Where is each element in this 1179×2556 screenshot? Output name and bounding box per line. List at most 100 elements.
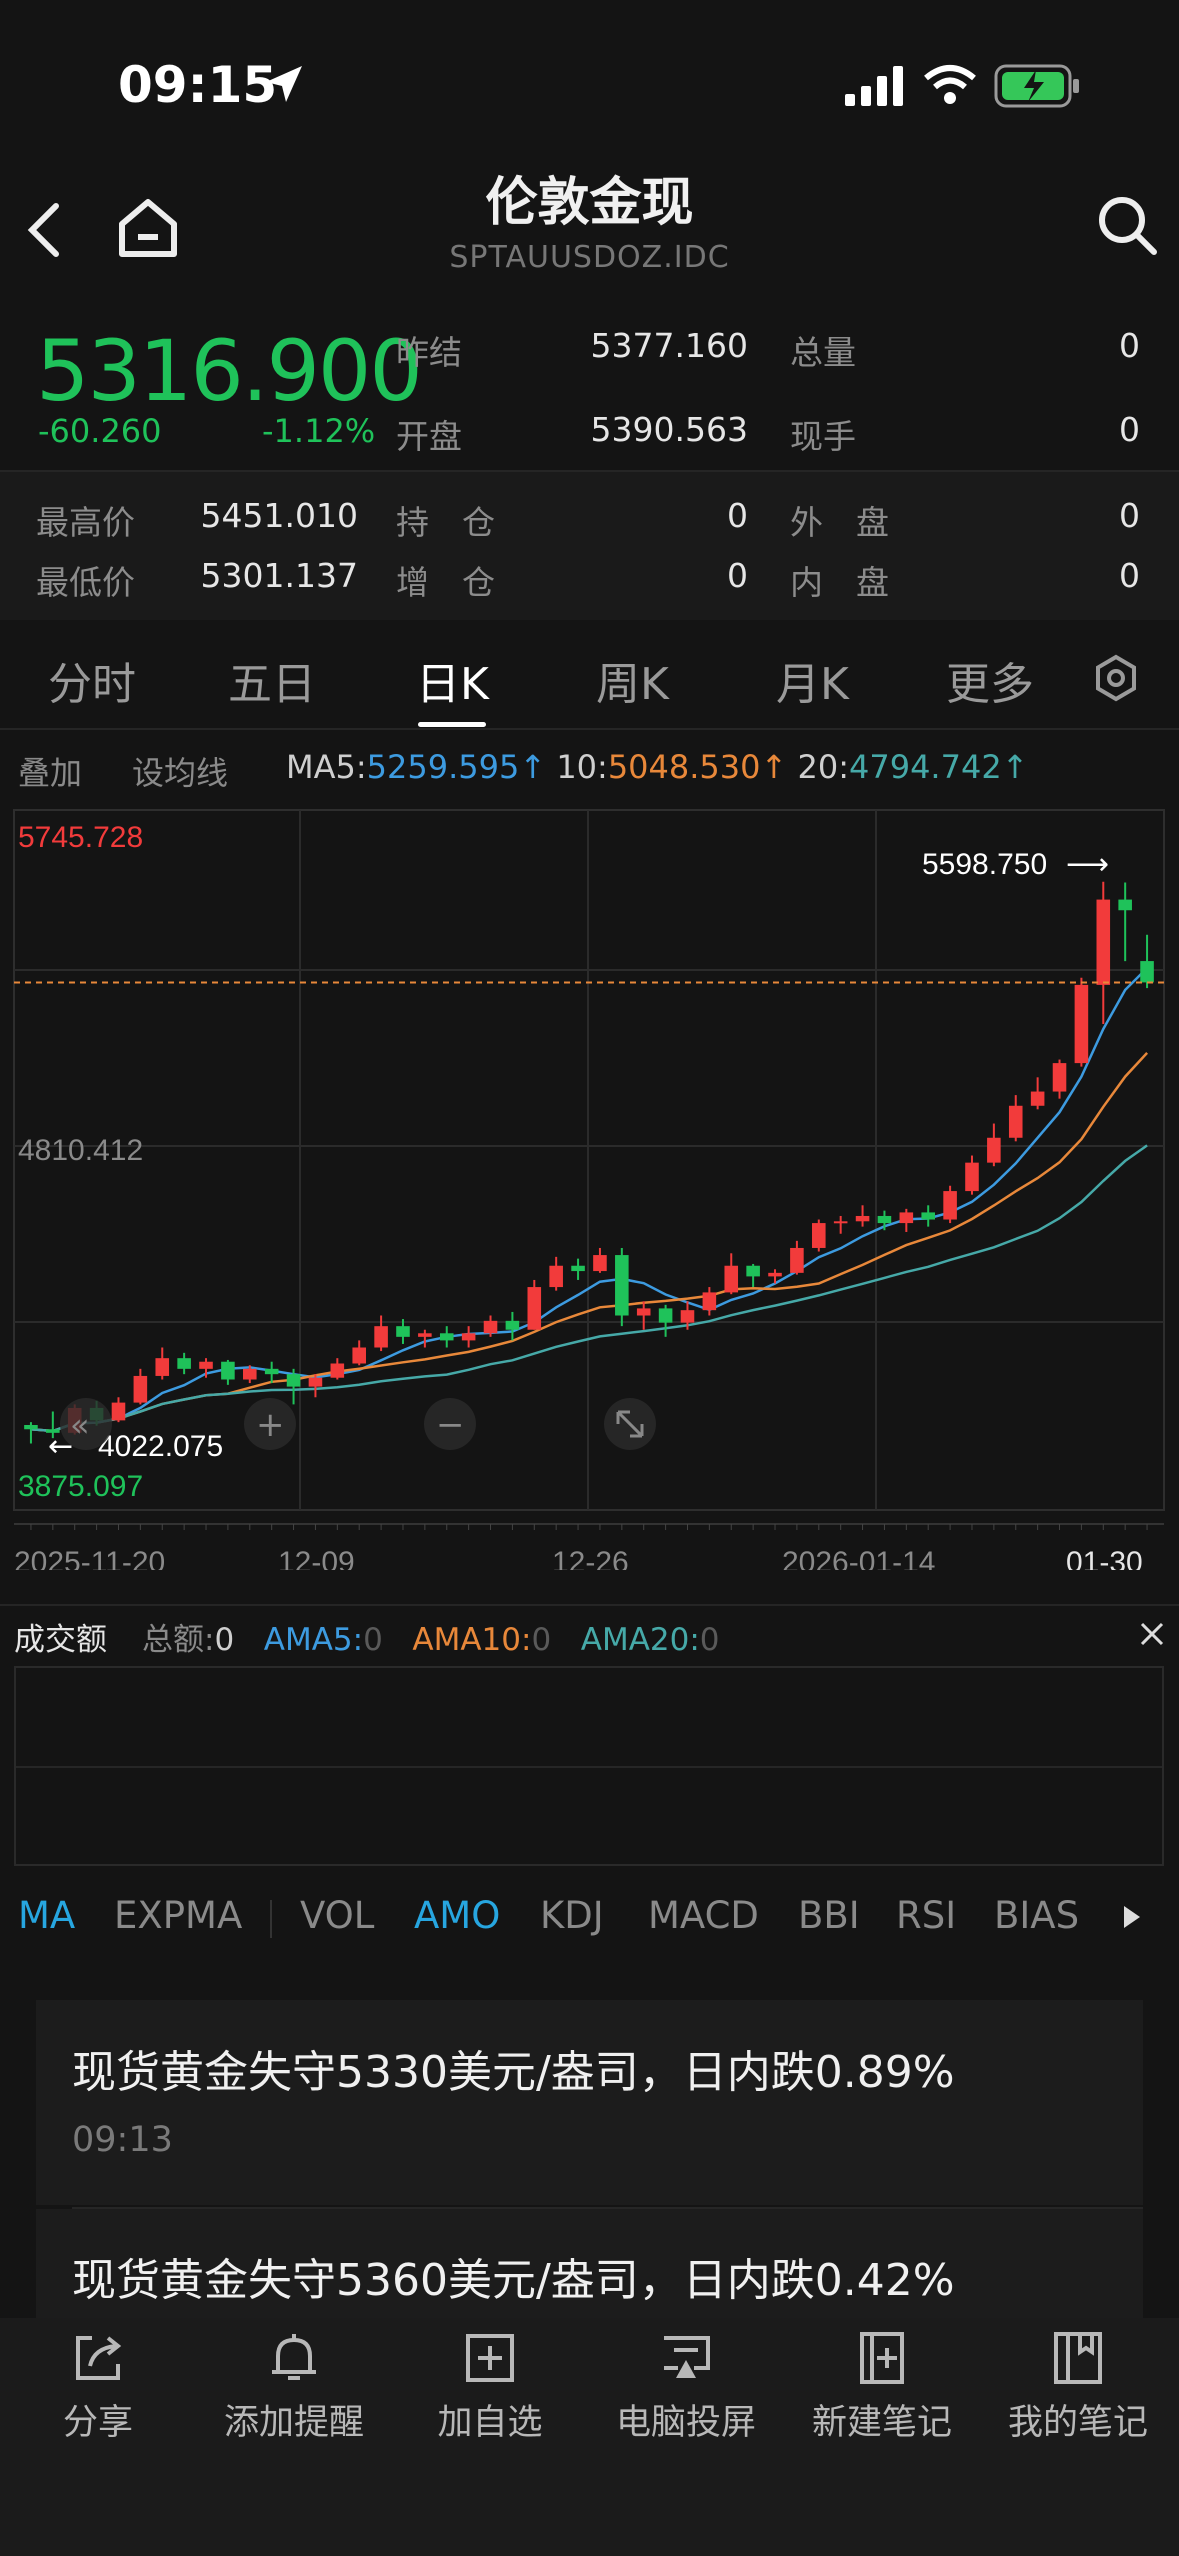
- news-title: 现货黄金失守5360美元/盎司，日内跌0.42%: [72, 2255, 955, 2306]
- candle-body: [702, 1292, 717, 1311]
- axis-min-label: 3875.097: [18, 1470, 143, 1503]
- candle-body: [833, 1221, 848, 1224]
- volume-chart[interactable]: [14, 1666, 1164, 1866]
- play-right-icon[interactable]: [1120, 1902, 1144, 1932]
- chart-settings-icon[interactable]: [1092, 654, 1140, 702]
- volume-legend: 总额:0 AMA5:0 AMA10:0 AMA20:0: [142, 1614, 720, 1659]
- overlay-button[interactable]: 叠加: [18, 754, 83, 792]
- news-item[interactable]: 现货黄金失守5330美元/盎司，日内跌0.89% 09:13: [36, 2000, 1143, 2205]
- indicator-bbi[interactable]: BBI: [798, 1894, 860, 1937]
- candle-body: [243, 1368, 257, 1380]
- indicator-rsi[interactable]: RSI: [896, 1894, 957, 1937]
- tab-weekly-k[interactable]: 周K: [596, 659, 669, 710]
- max-marker-arrow: ⟶: [1066, 847, 1109, 882]
- divider: [0, 470, 1179, 472]
- divider: [0, 1604, 1179, 1606]
- candle-body: [199, 1361, 213, 1369]
- candle-body: [593, 1255, 607, 1272]
- ma-line-ma20: [30, 1144, 1148, 1433]
- max-marker-label: 5598.750: [922, 848, 1047, 881]
- zoom-in-button[interactable]: [244, 1398, 296, 1450]
- candlestick-chart[interactable]: 5745.728 4810.412 3875.097 5598.750 ⟶ ← …: [0, 800, 1179, 1579]
- candle-body: [724, 1265, 739, 1293]
- candle-body: [439, 1333, 454, 1341]
- back-chevron-icon[interactable]: [24, 202, 68, 258]
- total-label: 总额:: [142, 1622, 215, 1658]
- candle-body: [987, 1137, 1001, 1163]
- add-alert-button[interactable]: 添加提醒: [196, 2330, 392, 2445]
- current-hand-label: 现手: [790, 417, 856, 456]
- news-title: 现货黄金失守5330美元/盎司，日内跌0.89%: [72, 2047, 955, 2098]
- cellular-signal-icon: [845, 66, 903, 106]
- set-ma-button[interactable]: 设均线: [132, 754, 229, 792]
- ma-line-ma5: [30, 967, 1148, 1433]
- tab-five-day[interactable]: 五日: [228, 659, 316, 710]
- candle-body: [1074, 984, 1089, 1064]
- tab-intraday[interactable]: 分时: [48, 659, 136, 710]
- volume-gridline: [16, 1766, 1162, 1768]
- candle-body: [111, 1402, 126, 1421]
- candle-body: [1096, 899, 1111, 985]
- screen-cast-button[interactable]: 电脑投屏: [588, 2330, 784, 2445]
- active-tab-indicator: [418, 722, 486, 727]
- tab-daily-k[interactable]: 日K: [416, 659, 489, 710]
- indicator-kdj[interactable]: KDJ: [540, 1894, 604, 1937]
- indicator-expma[interactable]: EXPMA: [114, 1894, 243, 1937]
- add-alert-label: 添加提醒: [223, 2403, 364, 2443]
- candle-body: [286, 1374, 301, 1387]
- candle-body: [396, 1326, 410, 1337]
- open-label: 开盘: [396, 417, 462, 456]
- scroll-left-button[interactable]: [60, 1398, 112, 1450]
- candle-body: [461, 1333, 476, 1341]
- indicator-macd[interactable]: MACD: [648, 1894, 759, 1937]
- inner-value: 0: [1119, 556, 1140, 595]
- status-time: 09:15: [118, 56, 278, 114]
- ama5-value: 0: [363, 1622, 383, 1658]
- tab-more[interactable]: 更多: [946, 659, 1034, 710]
- candle-body: [221, 1361, 235, 1380]
- nav-bar: [0, 150, 1179, 310]
- outer-value: 0: [1119, 496, 1140, 535]
- indicator-vol[interactable]: VOL: [300, 1894, 375, 1937]
- ma5-value: 5259.595↑: [366, 748, 547, 786]
- indicator-amo[interactable]: AMO: [414, 1894, 501, 1937]
- last-price: 5316.900: [36, 322, 423, 420]
- candle-body: [877, 1215, 892, 1224]
- home-icon[interactable]: [116, 196, 180, 260]
- share-icon: [76, 2336, 122, 2380]
- add-watchlist-button[interactable]: 加自选: [392, 2330, 588, 2445]
- double-chevron-left-icon: «: [70, 1406, 90, 1444]
- candle-body: [155, 1358, 170, 1376]
- zoom-out-button[interactable]: [424, 1398, 476, 1450]
- screen-cast-label: 电脑投屏: [615, 2403, 756, 2443]
- news-item[interactable]: 现货黄金失守5360美元/盎司，日内跌0.42%: [36, 2209, 1143, 2319]
- candlestick-svg[interactable]: 5745.728 4810.412 3875.097 5598.750 ⟶ ← …: [0, 800, 1179, 1579]
- candle-body: [1030, 1091, 1045, 1106]
- indicator-bias[interactable]: BIAS: [994, 1894, 1080, 1937]
- indicator-ma[interactable]: MA: [18, 1894, 76, 1937]
- new-note-button[interactable]: 新建笔记: [784, 2330, 980, 2445]
- zoom-controls: « + −: [60, 1398, 656, 1450]
- location-arrow-icon: [266, 66, 302, 102]
- ama20-value: 0: [699, 1622, 720, 1658]
- indicator-divider: [270, 1900, 272, 1938]
- expand-icon: [616, 1410, 644, 1438]
- candle-body: [527, 1287, 542, 1330]
- share-button[interactable]: 分享: [0, 2330, 196, 2445]
- candle-body: [352, 1347, 366, 1364]
- ama10-value: 0: [531, 1622, 552, 1658]
- news-time: 09:13: [72, 2120, 173, 2160]
- my-notes-button[interactable]: 我的笔记: [980, 2330, 1176, 2445]
- x-axis-date-label: 12-26: [552, 1546, 629, 1570]
- tab-monthly-k[interactable]: 月K: [776, 659, 849, 710]
- candle-body: [46, 1429, 60, 1433]
- wifi-icon: [924, 65, 976, 104]
- search-icon[interactable]: [1096, 194, 1160, 258]
- candle-body: [855, 1215, 870, 1222]
- close-icon[interactable]: [1138, 1620, 1166, 1648]
- candle-body: [483, 1320, 498, 1334]
- min-marker-label: 4022.075: [98, 1430, 223, 1463]
- high-label: 最高价: [36, 503, 135, 542]
- candle-body: [746, 1265, 760, 1277]
- share-label: 分享: [62, 2403, 133, 2443]
